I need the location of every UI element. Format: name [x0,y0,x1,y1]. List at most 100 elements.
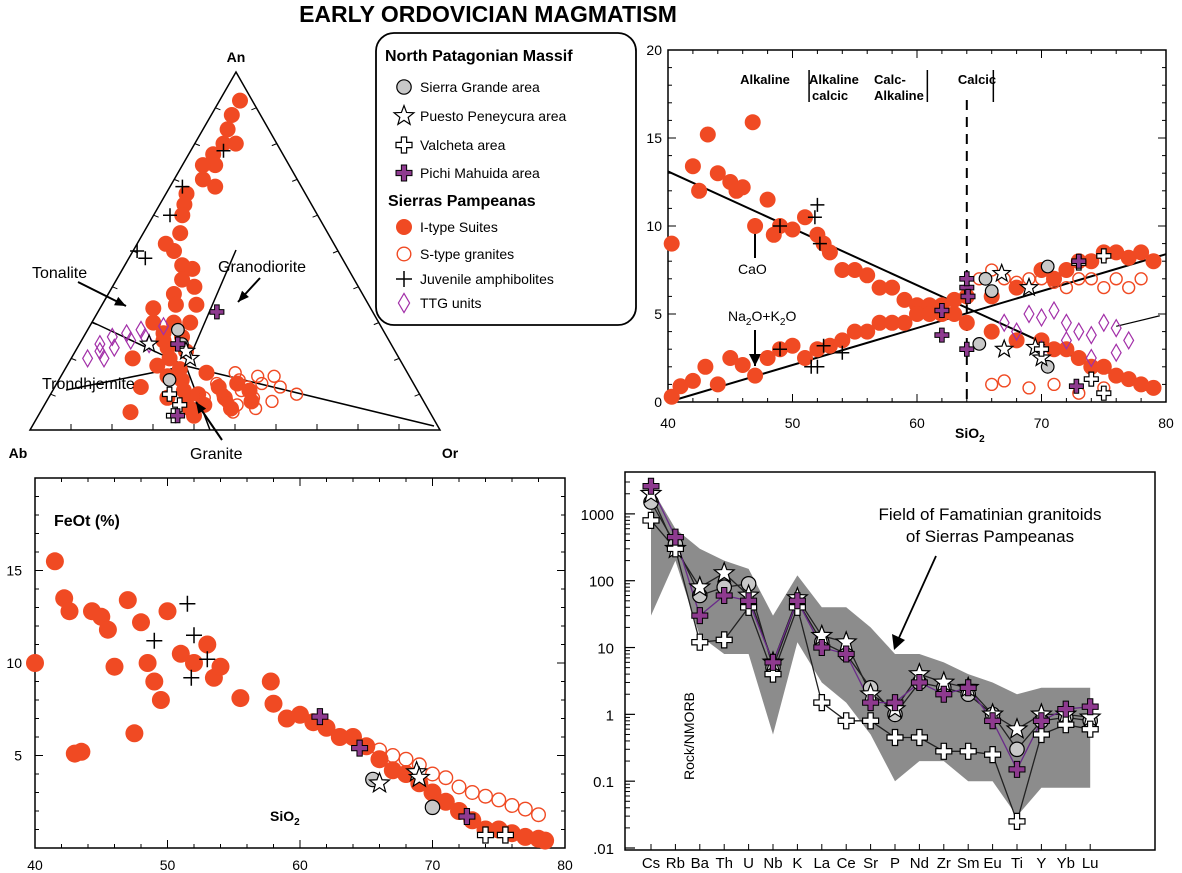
ternary-tick [50,393,56,397]
itype-marker [264,694,283,713]
ur-xtick-label: 50 [785,415,801,431]
itype-dot [171,644,190,663]
itype-dot [1145,253,1162,270]
stype-marker [216,387,230,401]
itype-marker [734,179,751,196]
plus-marker [186,627,202,644]
stype-marker [1059,280,1074,295]
ttg-diamond [125,330,137,351]
stype-circle [1084,272,1098,286]
itype-dot [884,279,901,296]
itype-dot [846,262,863,278]
itype-dot [921,306,938,322]
plus-marker [810,197,825,212]
diamond-marker [157,316,170,336]
itype-marker [1095,358,1112,375]
itype-marker [1083,253,1100,270]
wcross-marker [1096,385,1112,401]
itype-dot [784,337,801,354]
diamond-marker [998,313,1010,333]
wcross-marker [395,136,413,154]
plus-marker [163,208,177,223]
purple-cross [788,592,806,610]
itype-dot [684,372,701,389]
itype-dot [215,135,232,152]
ternary-tick [215,107,221,111]
itype-dot [744,114,761,131]
ur-xtick-label: 80 [1158,415,1174,431]
itype-dot [722,350,739,366]
itype-marker [516,827,535,846]
lr-xtick-label: Th [715,855,733,872]
diamond-marker [125,330,137,351]
lr-ytick-label: 0.1 [593,774,614,791]
ttg-diamond [1060,330,1072,350]
itype-marker [747,218,764,234]
chart-ll-axes: 40 50 60 70 80 5 10 15 [6,477,573,873]
stype-circle [985,377,999,392]
lr-xtick-label: Ce [837,855,856,872]
itype-dot [145,672,164,691]
itype-marker [759,191,776,208]
white-cross [691,633,709,651]
ttg-diamond [397,292,411,314]
itype-marker [663,388,680,405]
purple-cross [395,164,413,182]
pcross-marker [984,712,1002,730]
itype-dot [691,182,708,199]
stype-marker [451,779,467,795]
ternary-tick [394,357,400,361]
stype-circle [210,376,224,391]
white-cross [886,728,904,747]
itype-marker [684,372,701,389]
wcross-marker [1033,341,1050,357]
stype-circle [248,401,263,416]
stype-circle [273,380,287,394]
pcross-marker [1068,378,1084,394]
itype-marker [1120,249,1137,266]
stype-marker [232,373,246,387]
white-cross [395,136,413,154]
ternary-tick [373,322,379,326]
itype-dot [182,314,199,331]
itype-dot [1133,244,1150,261]
itype-marker [884,314,901,331]
stype-marker [228,366,242,380]
purple-cross [959,341,975,357]
itype-marker [207,157,224,174]
chart-cao-alkali: 40 50 60 70 80 0 5 10 15 20 Alkaline Alkaline cal… [646,42,1174,445]
stype-marker [1009,275,1024,289]
purple-cross [959,271,975,287]
stype-circle [997,374,1011,388]
itype-marker [1133,244,1150,261]
itype-marker [834,332,851,349]
purple-cross [311,708,329,726]
itype-marker [1108,367,1125,384]
itype-dot [1108,367,1125,384]
itype-marker [45,552,64,571]
stype-circle [1134,272,1148,286]
pcross-marker [170,336,186,352]
stype-circle [1047,275,1061,289]
itype-dot [149,357,166,374]
itype-dot [1120,249,1137,266]
white-cross [959,742,977,760]
itype-marker [722,350,739,366]
ttg-diamond [106,327,118,347]
wcross-marker [172,397,188,413]
ll-xtick-label: 70 [425,857,441,873]
itype-dot [158,602,177,621]
ternary-tick [251,107,257,111]
white-cross [935,742,953,760]
diamond-marker [1110,343,1122,363]
plus-marker [816,338,831,353]
white-cross [1032,725,1051,744]
itype-dot [155,332,172,349]
stype-marker [1034,272,1049,286]
wcross-marker [886,728,904,747]
stype-marker [438,770,454,786]
lr-ytick-label: 100 [589,574,614,591]
diamond-marker [1023,304,1035,324]
ttg-diamond [1110,318,1122,338]
star-marker [688,575,712,597]
